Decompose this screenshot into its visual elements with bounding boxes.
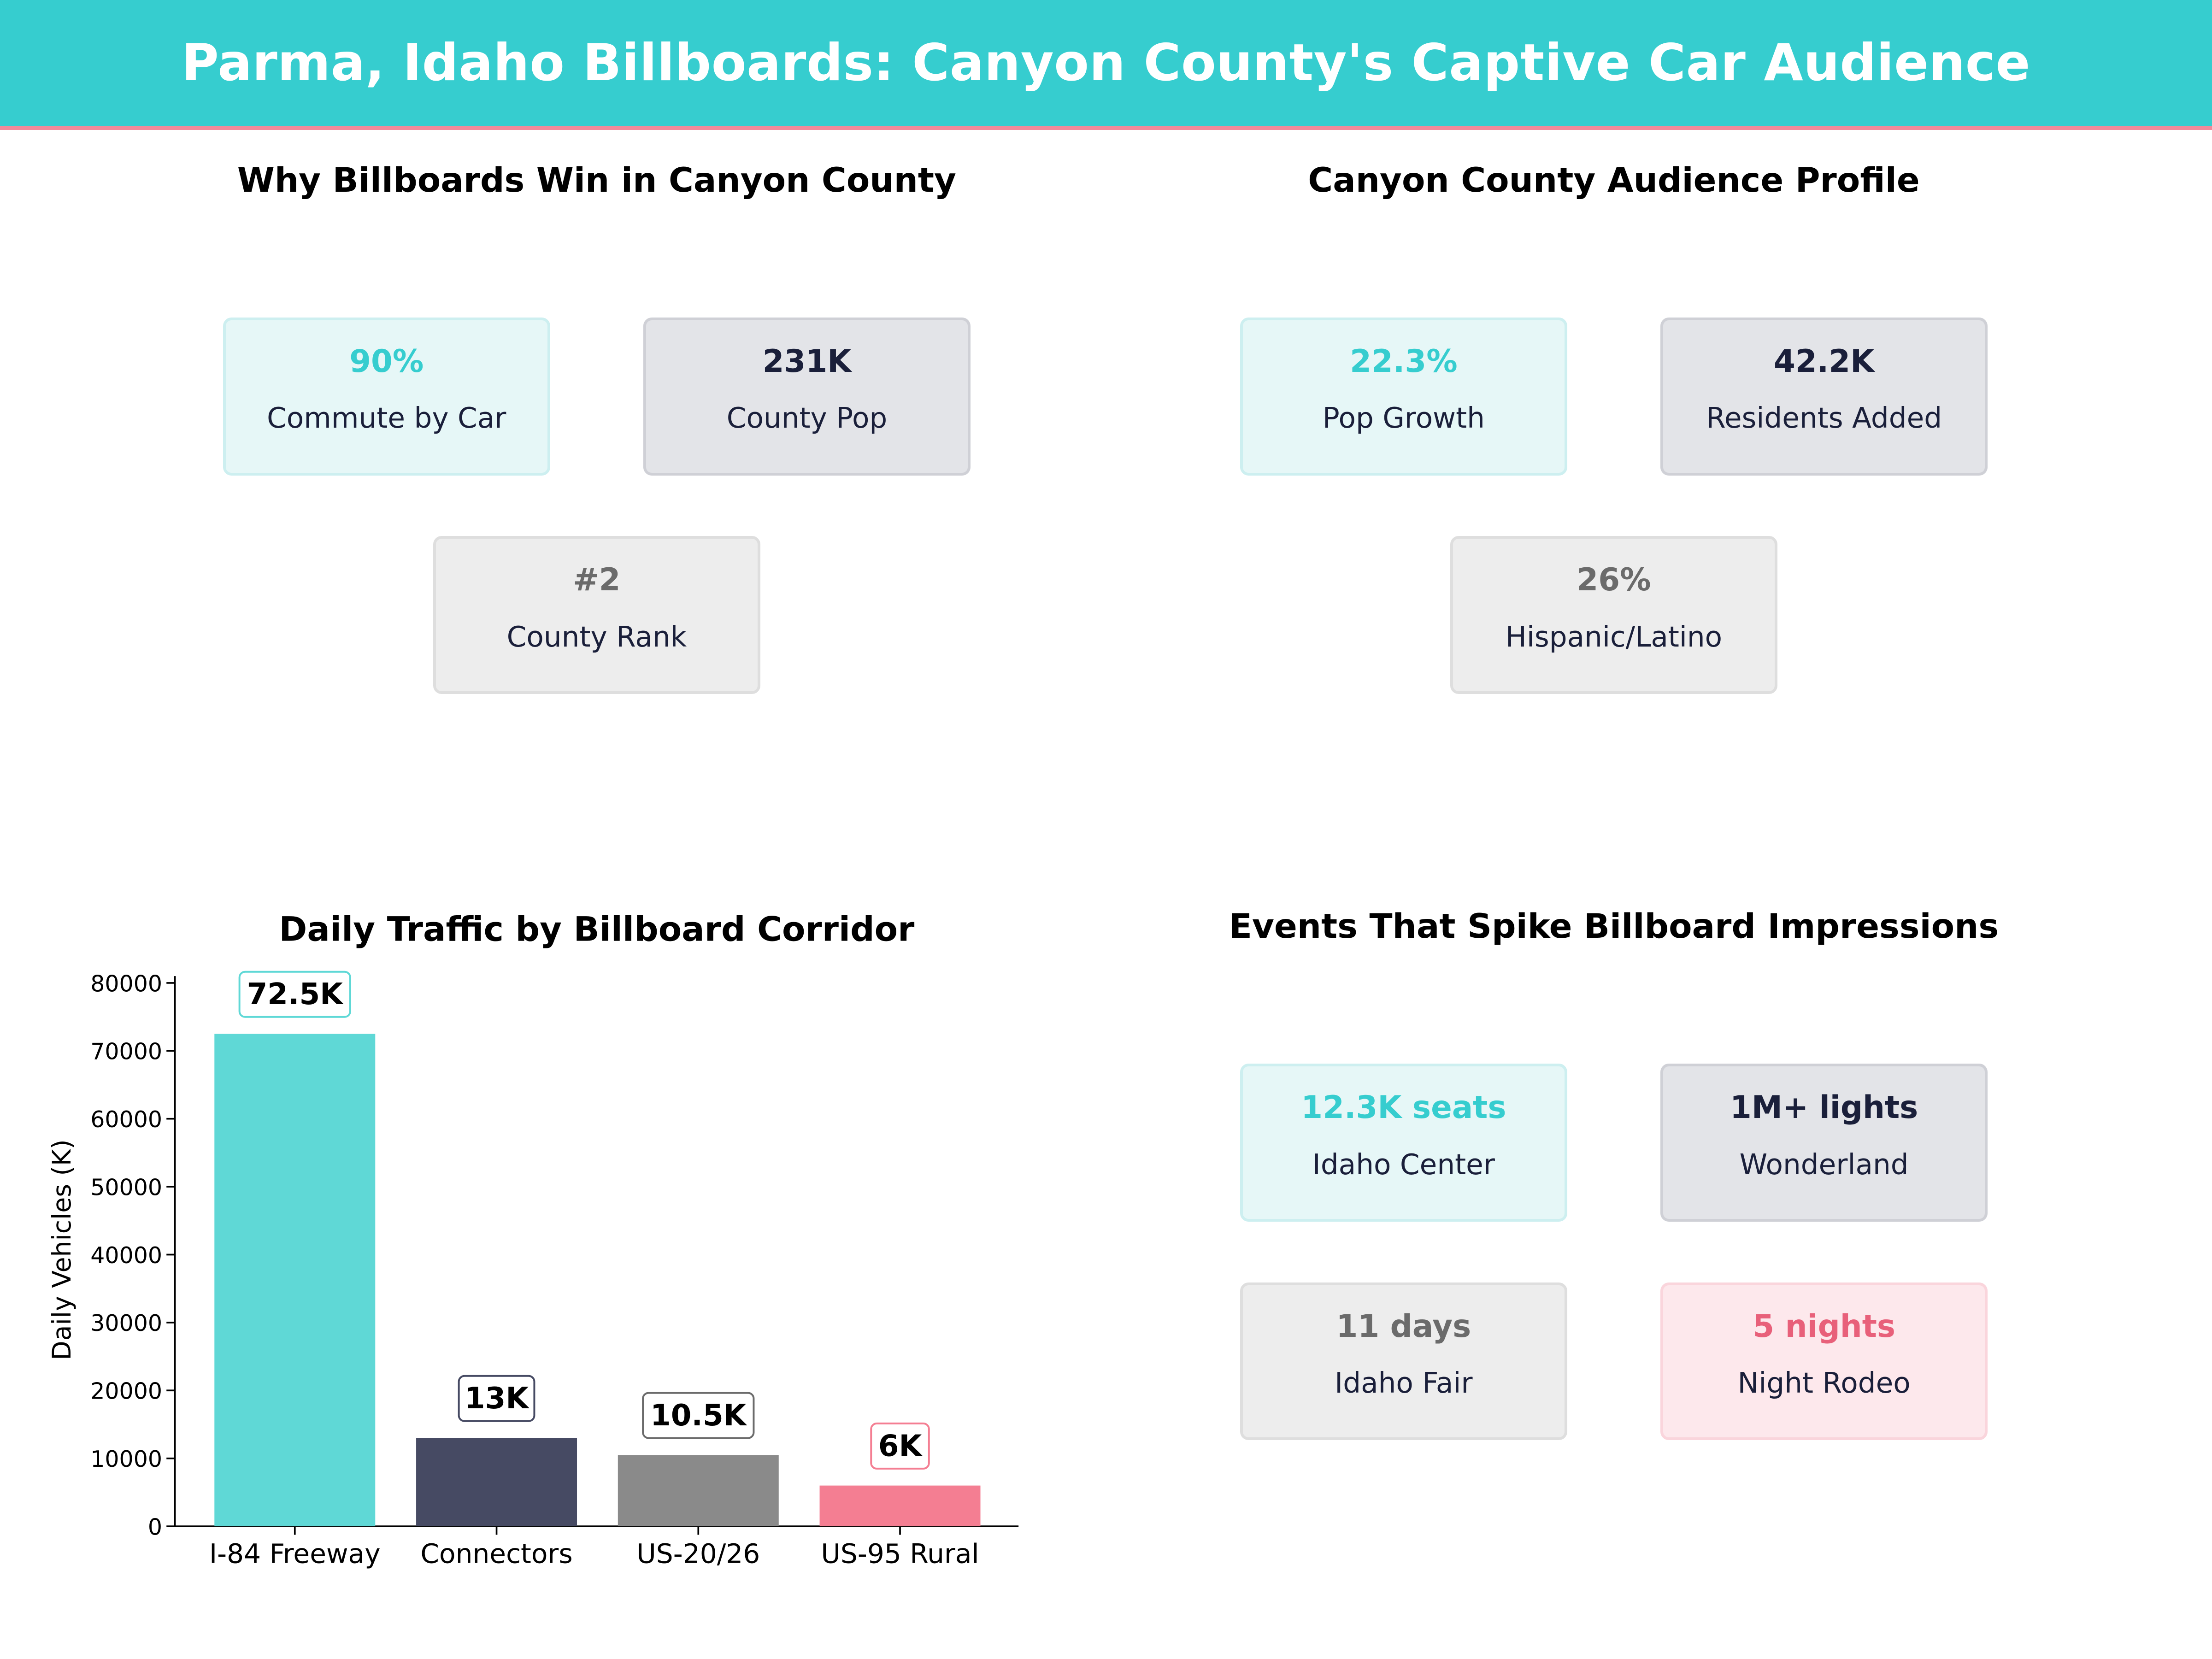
y-axis-label: Daily Vehicles (K): [47, 1140, 76, 1360]
y-tick-label: 50000: [90, 1175, 162, 1201]
y-tick-label: 30000: [90, 1310, 162, 1336]
event-value: 12.3K seats: [1301, 1089, 1506, 1126]
data-label-box: [870, 1423, 930, 1470]
event-card-idaho-fair: 11 days Idaho Fair: [1240, 1282, 1567, 1441]
stat-card-residents-added: 42.2K Residents Added: [1660, 317, 1988, 476]
y-tick-label: 0: [148, 1514, 162, 1541]
stat-label: County Rank: [506, 620, 687, 653]
bar: [819, 1485, 981, 1527]
data-label: 6K: [878, 1429, 923, 1463]
y-tick-label: 10000: [90, 1446, 162, 1472]
stat-card-county-pop: 231K County Pop: [643, 317, 971, 476]
header-banner: Parma, Idaho Billboards: Canyon County's…: [0, 0, 2212, 130]
stat-label: Pop Growth: [1322, 402, 1485, 435]
x-axis: I-84 Freeway Connectors US-20/26 US-95 Rura…: [175, 1525, 1019, 1570]
event-label: Night Rodeo: [1737, 1367, 1911, 1400]
y-tick-label: 60000: [90, 1106, 162, 1133]
event-label: Idaho Fair: [1335, 1367, 1473, 1400]
data-label-box: [238, 971, 351, 1018]
y-axis: 0 10000 20000 30000 40000 50000 60000 70000 8000…: [90, 971, 176, 1541]
data-label: 13K: [465, 1381, 529, 1416]
data-labels: 72.5K 13K 10.5K 6K: [238, 971, 930, 1470]
event-label: Wonderland: [1739, 1148, 1909, 1181]
stat-card-hispanic: 26% Hispanic/Latino: [1450, 536, 1778, 694]
stat-value: 90%: [349, 342, 424, 379]
x-tick-label: Connectors: [420, 1538, 572, 1570]
stat-label: Hispanic/Latino: [1505, 620, 1723, 653]
audience-panel-title: Canyon County Audience Profile: [1308, 160, 1920, 200]
x-tick-label: I-84 Freeway: [209, 1538, 381, 1570]
stat-value: 231K: [762, 342, 852, 379]
bar: [416, 1438, 577, 1527]
y-tick-label: 20000: [90, 1378, 162, 1405]
traffic-bar-chart: Daily Traffic by Billboard Corridor Dail…: [47, 910, 1019, 1570]
event-label: Idaho Center: [1312, 1148, 1495, 1181]
event-value: 5 nights: [1753, 1307, 1895, 1344]
stat-value: 22.3%: [1350, 342, 1458, 379]
event-value: 11 days: [1336, 1307, 1471, 1344]
stat-label: Commute by Car: [267, 402, 506, 435]
stat-card-pop-growth: 22.3% Pop Growth: [1240, 317, 1567, 476]
y-tick-label: 40000: [90, 1242, 162, 1269]
event-value: 1M+ lights: [1730, 1089, 1918, 1126]
data-label-box: [458, 1375, 535, 1422]
stat-card-county-rank: #2 County Rank: [433, 536, 760, 694]
page-title: Parma, Idaho Billboards: Canyon County's…: [181, 33, 2030, 93]
x-tick-label: US-20/26: [636, 1538, 760, 1570]
data-label-box: [642, 1392, 755, 1439]
event-card-idaho-center: 12.3K seats Idaho Center: [1240, 1064, 1567, 1222]
bar: [214, 1034, 376, 1527]
y-tick-label: 70000: [90, 1039, 162, 1065]
bars: [214, 1034, 981, 1527]
stat-value: 26%: [1577, 561, 1651, 598]
stat-value: #2: [573, 561, 621, 598]
event-card-wonderland: 1M+ lights Wonderland: [1660, 1064, 1988, 1222]
stat-card-commute: 90% Commute by Car: [223, 317, 550, 476]
y-tick-label: 80000: [90, 971, 162, 997]
chart-title: Daily Traffic by Billboard Corridor: [279, 910, 915, 949]
data-label: 72.5K: [247, 977, 344, 1012]
event-card-night-rodeo: 5 nights Night Rodeo: [1660, 1282, 1988, 1441]
why-panel-title: Why Billboards Win in Canyon County: [237, 160, 956, 200]
stat-label: Residents Added: [1706, 402, 1942, 435]
data-label: 10.5K: [650, 1398, 747, 1433]
bar: [618, 1455, 779, 1527]
events-panel-title: Events That Spike Billboard Impressions: [1229, 907, 1999, 947]
stat-value: 42.2K: [1773, 342, 1875, 379]
stat-label: County Pop: [726, 402, 888, 435]
x-tick-label: US-95 Rural: [821, 1538, 979, 1570]
